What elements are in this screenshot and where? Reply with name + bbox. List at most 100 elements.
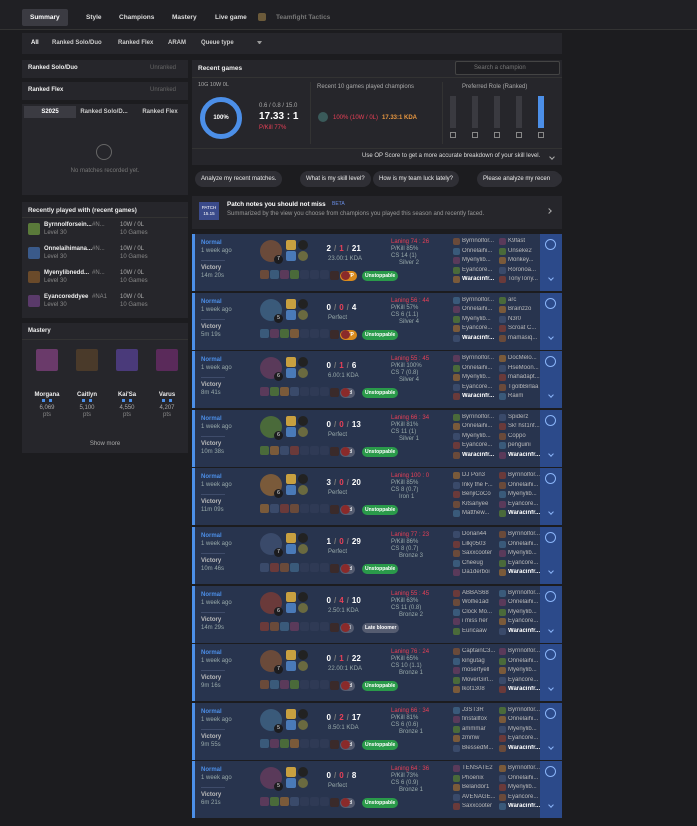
player-name[interactable]: Byrnnolfor... (462, 296, 495, 303)
player-name[interactable]: Myenylib... (462, 257, 491, 263)
filter-tab[interactable]: Ranked Solo/Duo (52, 40, 102, 46)
player-name[interactable]: Myenylib... (508, 667, 537, 674)
suggestion-chip[interactable]: Analyze my recent matches. (195, 171, 283, 187)
player-name[interactable]: Myenylib... (462, 374, 491, 381)
player-name[interactable]: Wolfie1ad (462, 599, 489, 606)
player-name[interactable]: Eyancore... (462, 383, 493, 390)
player-name[interactable]: Eyancore... (508, 559, 539, 566)
player-name[interactable]: ammmar (462, 725, 486, 732)
player-name[interactable]: moserfyell (462, 667, 490, 674)
player-name[interactable]: ABBAS68 (462, 589, 489, 596)
player-name[interactable]: Byrnnolfor... (508, 765, 541, 772)
player-name[interactable]: Unseke2 (508, 247, 532, 254)
player-name[interactable]: Eyancore... (508, 793, 539, 800)
player-name[interactable]: Clock Mo... (462, 608, 493, 615)
player-name[interactable]: Raiim (508, 393, 524, 400)
player-name[interactable]: Myenylib... (508, 608, 537, 615)
player-name[interactable]: i miss her (462, 618, 488, 625)
banner[interactable]: Use OP Score to get a more accurate brea… (362, 153, 541, 159)
game-row[interactable]: Normal 1 week ago Victory 8m 41s 6 0/1/6 6.00:… (192, 351, 562, 409)
player-name[interactable]: Eyancore... (462, 325, 493, 332)
game-row[interactable]: Normal 1 week ago Victory 5m 19s 5 0/0/4 Perfe… (192, 292, 562, 350)
player-name[interactable]: Myenylib... (462, 432, 491, 439)
player-name[interactable]: Onnelaihi... (462, 306, 493, 313)
player-name[interactable]: HseMoon... (508, 364, 539, 371)
player-name[interactable]: Eyancore... (508, 676, 539, 683)
game-row[interactable]: Normal 1 week ago Victory 14m 20s 7 2/1/21 23.… (192, 234, 562, 291)
filter-tab[interactable]: Ranked Flex (118, 40, 154, 46)
player-name[interactable]: Onnelaihi... (508, 774, 539, 781)
player-name[interactable]: Coppo (508, 432, 526, 439)
player-name[interactable]: Myenylib... (462, 315, 491, 322)
nav-tab[interactable]: Champions (119, 14, 155, 21)
search-box[interactable] (455, 61, 560, 75)
player-name[interactable]: mahadapt... (508, 374, 540, 381)
game-row[interactable]: Normal 1 week ago Victory 11m 09s 6 3/0/20 Per… (192, 468, 562, 526)
nav-tab[interactable]: Live game (215, 14, 247, 21)
player-name[interactable]: Waracinfr... (508, 510, 541, 517)
suggestion-chip[interactable]: How is my team luck lately? (373, 171, 460, 187)
player-name[interactable]: Byrnnolfor... (462, 355, 495, 362)
player-name[interactable]: Byrnnolfor... (508, 472, 541, 479)
player-name[interactable]: Waracinfr... (462, 393, 495, 400)
game-row[interactable]: Normal 1 week ago Victory 14m 29s 6 0/4/10 2.5… (192, 585, 562, 643)
player-name[interactable]: Byrnnolfor... (462, 413, 495, 420)
player-name[interactable]: kingutag (462, 657, 485, 664)
player-name[interactable]: Phoenix (462, 774, 484, 781)
nav-tab[interactable]: Style (86, 14, 102, 21)
player-name[interactable]: Onnelaihi... (462, 247, 493, 254)
player-name[interactable]: DJ Pon3 (462, 472, 486, 479)
player-name[interactable]: Cheeug (462, 559, 484, 566)
player-name[interactable]: Myenylib... (508, 550, 537, 556)
player-name[interactable]: zmmw (462, 735, 480, 742)
player-name[interactable]: penguini (508, 442, 531, 449)
player-name[interactable]: BenjiCoCo (462, 491, 491, 498)
player-name[interactable]: Onnelaihi... (508, 599, 539, 606)
nav-tab[interactable]: Mastery (172, 14, 197, 21)
chip-next[interactable] (550, 173, 562, 185)
player-name[interactable]: Waracinfr... (508, 569, 541, 575)
player-name[interactable]: Onnelaihi... (508, 481, 539, 488)
player-name[interactable]: Myenylib... (508, 784, 537, 791)
player-name[interactable]: Byrnnolfor... (508, 706, 541, 713)
player-name[interactable]: Waracinfr... (508, 686, 541, 693)
expand-column[interactable] (540, 468, 562, 526)
player-name[interactable]: Byrnnolfor... (508, 648, 541, 655)
player-name[interactable]: Onnelaihi... (508, 540, 539, 547)
game-row[interactable]: Normal 1 week ago Victory 9m 55s 5 0/2/17 8.50… (192, 702, 562, 760)
player-name[interactable]: Eyancore... (462, 442, 493, 449)
player-name[interactable]: Waracinfr... (508, 451, 541, 458)
player-name[interactable]: Waracinfr... (508, 744, 541, 751)
game-row[interactable]: Normal 1 week ago Victory 9m 16s 7 0/1/22 22.0… (192, 644, 562, 702)
filter-tab[interactable]: Queue type (201, 40, 234, 46)
player-name[interactable]: Matthew... (462, 510, 490, 517)
player-name[interactable]: Waracinfr... (508, 627, 541, 634)
player-name[interactable]: Euricaaw (462, 627, 487, 634)
player-name[interactable]: Lilkj0503 (462, 540, 486, 547)
player-name[interactable]: K9fast (508, 238, 526, 244)
game-row[interactable]: Normal 1 week ago Victory 6m 21s 5 0/0/8 Perfe… (192, 761, 562, 819)
player-name[interactable]: Inky the F... (462, 481, 493, 488)
player-name[interactable]: Eyancore... (508, 500, 539, 507)
player-name[interactable]: Onnelaihi... (508, 716, 539, 723)
game-row[interactable]: Normal 1 week ago Victory 10m 46s 7 1/0/29 Per… (192, 527, 562, 584)
expand-column[interactable] (540, 761, 562, 819)
season-tab[interactable]: Ranked Solo/D... (80, 109, 128, 115)
player-name[interactable]: MoverGirl... (462, 676, 494, 683)
player-name[interactable]: CaptainC3... (462, 648, 496, 655)
player-name[interactable]: Da1derboi (462, 569, 490, 575)
player-name[interactable]: Waracinfr... (462, 334, 495, 341)
player-name[interactable]: Waracinfr... (462, 276, 495, 282)
player-name[interactable]: Byrnnolfor... (462, 238, 495, 244)
suggestion-chip[interactable]: Please analyze my recen... (477, 171, 562, 187)
player-name[interactable]: Myenylib... (508, 491, 537, 498)
season-tab[interactable]: S2025 (24, 106, 76, 118)
player-name[interactable]: TENSATE2 (462, 765, 493, 772)
player-name[interactable]: Monkey... (508, 257, 534, 263)
player-name[interactable]: J3ST3R (462, 706, 484, 713)
player-name[interactable]: lkof1308 (462, 686, 485, 693)
player-name[interactable]: Onnelaihi... (508, 657, 539, 664)
expand-column[interactable] (540, 351, 562, 409)
player-name[interactable]: AVENAGE... (462, 793, 496, 800)
player-name[interactable]: Dorian44 (462, 531, 487, 537)
